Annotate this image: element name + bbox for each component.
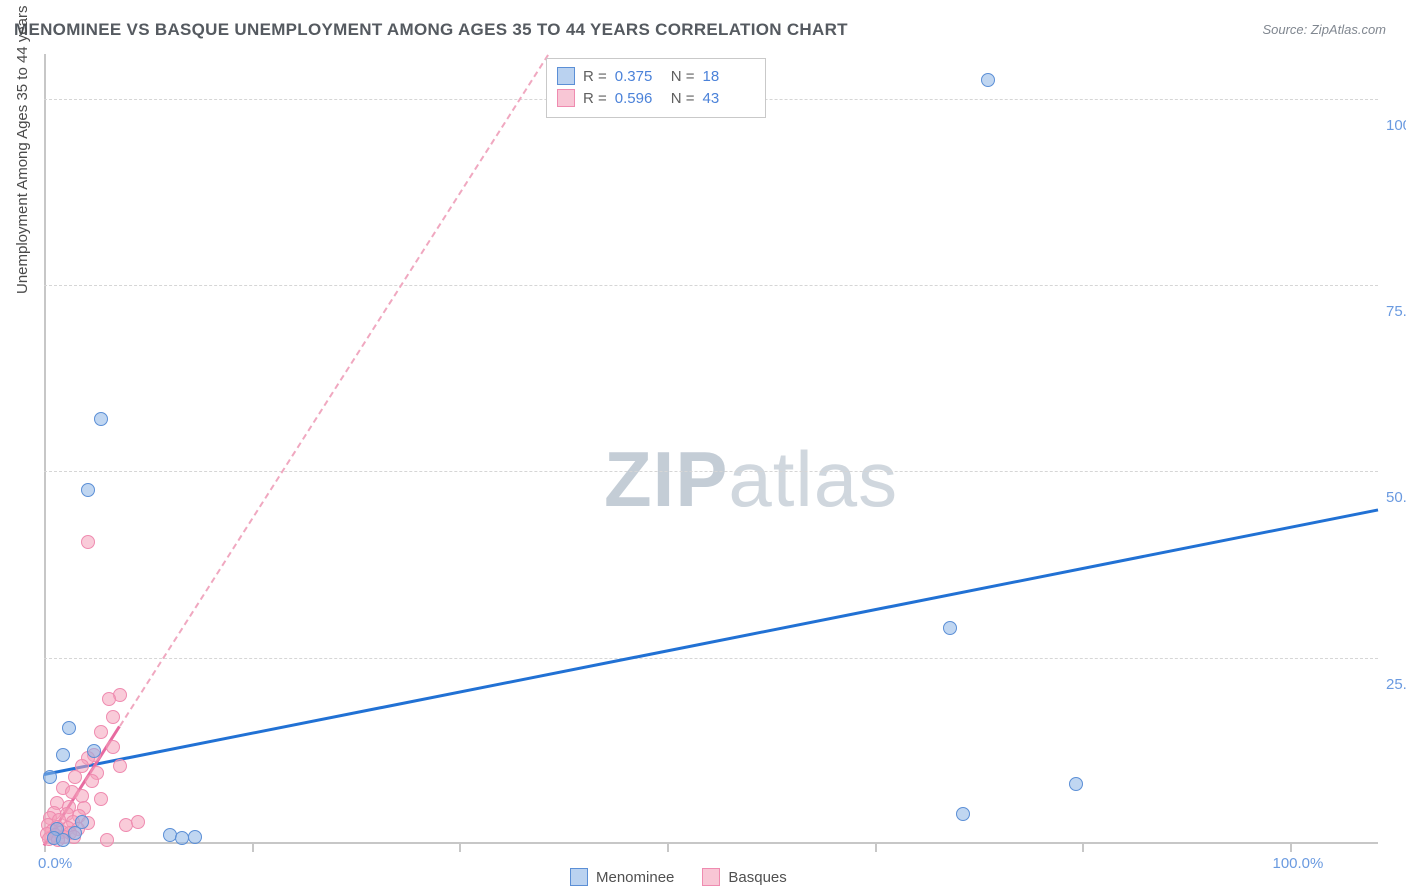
- source-attribution: Source: ZipAtlas.com: [1262, 22, 1386, 37]
- swatch-pink-icon: [702, 868, 720, 886]
- y-tick-label: 25.0%: [1378, 676, 1406, 693]
- gridline: [44, 471, 1378, 472]
- point-basques: [113, 759, 127, 773]
- y-tick-label: 100.0%: [1378, 117, 1406, 134]
- legend-item-menominee: Menominee: [570, 868, 674, 886]
- legend-row-menominee: R = 0.375 N = 18: [557, 65, 751, 87]
- gridline: [44, 285, 1378, 286]
- n-label: N =: [671, 90, 695, 107]
- point-menominee: [81, 483, 95, 497]
- plot-area: 25.0%50.0%75.0%100.0%0.0%100.0%: [44, 54, 1378, 844]
- swatch-pink-icon: [557, 89, 575, 107]
- point-menominee: [43, 770, 57, 784]
- point-menominee: [56, 833, 70, 847]
- n-value: 18: [703, 68, 751, 85]
- point-menominee: [188, 830, 202, 844]
- legend-label: Menominee: [596, 869, 674, 886]
- point-basques: [85, 774, 99, 788]
- n-label: N =: [671, 68, 695, 85]
- correlation-chart: Unemployment Among Ages 35 to 44 years Z…: [44, 54, 1378, 844]
- x-tick: [252, 844, 254, 852]
- trend-line: [44, 509, 1379, 777]
- legend-row-basques: R = 0.596 N = 43: [557, 87, 751, 109]
- swatch-blue-icon: [570, 868, 588, 886]
- swatch-blue-icon: [557, 67, 575, 85]
- r-value: 0.596: [615, 90, 663, 107]
- r-label: R =: [583, 90, 607, 107]
- y-axis-line: [44, 54, 46, 844]
- r-label: R =: [583, 68, 607, 85]
- point-basques: [94, 725, 108, 739]
- legend-correlation-stats: R = 0.375 N = 18 R = 0.596 N = 43: [546, 58, 766, 118]
- point-basques: [106, 710, 120, 724]
- r-value: 0.375: [615, 68, 663, 85]
- chart-title: MENOMINEE VS BASQUE UNEMPLOYMENT AMONG A…: [14, 20, 848, 40]
- point-basques: [102, 692, 116, 706]
- gridline: [44, 658, 1378, 659]
- x-tick: [667, 844, 669, 852]
- x-tick-label: 100.0%: [1272, 855, 1323, 872]
- point-basques: [106, 740, 120, 754]
- y-tick-label: 75.0%: [1378, 303, 1406, 320]
- y-tick-label: 50.0%: [1378, 489, 1406, 506]
- point-menominee: [68, 826, 82, 840]
- x-tick: [1290, 844, 1292, 852]
- x-tick: [459, 844, 461, 852]
- x-axis-line: [44, 842, 1378, 844]
- point-basques: [94, 792, 108, 806]
- y-axis-label: Unemployment Among Ages 35 to 44 years: [14, 5, 31, 294]
- point-basques: [100, 833, 114, 847]
- point-basques: [81, 535, 95, 549]
- legend-series: Menominee Basques: [570, 868, 787, 886]
- legend-label: Basques: [728, 869, 786, 886]
- x-tick-label: 0.0%: [38, 855, 72, 872]
- point-menominee: [943, 621, 957, 635]
- legend-item-basques: Basques: [702, 868, 786, 886]
- point-basques: [131, 815, 145, 829]
- trend-line: [119, 54, 549, 726]
- n-value: 43: [703, 90, 751, 107]
- point-menominee: [94, 412, 108, 426]
- x-tick: [1082, 844, 1084, 852]
- point-menominee: [87, 744, 101, 758]
- x-tick: [875, 844, 877, 852]
- point-menominee: [981, 73, 995, 87]
- point-menominee: [62, 721, 76, 735]
- point-basques: [68, 770, 82, 784]
- point-menominee: [956, 807, 970, 821]
- point-menominee: [56, 748, 70, 762]
- point-menominee: [1069, 777, 1083, 791]
